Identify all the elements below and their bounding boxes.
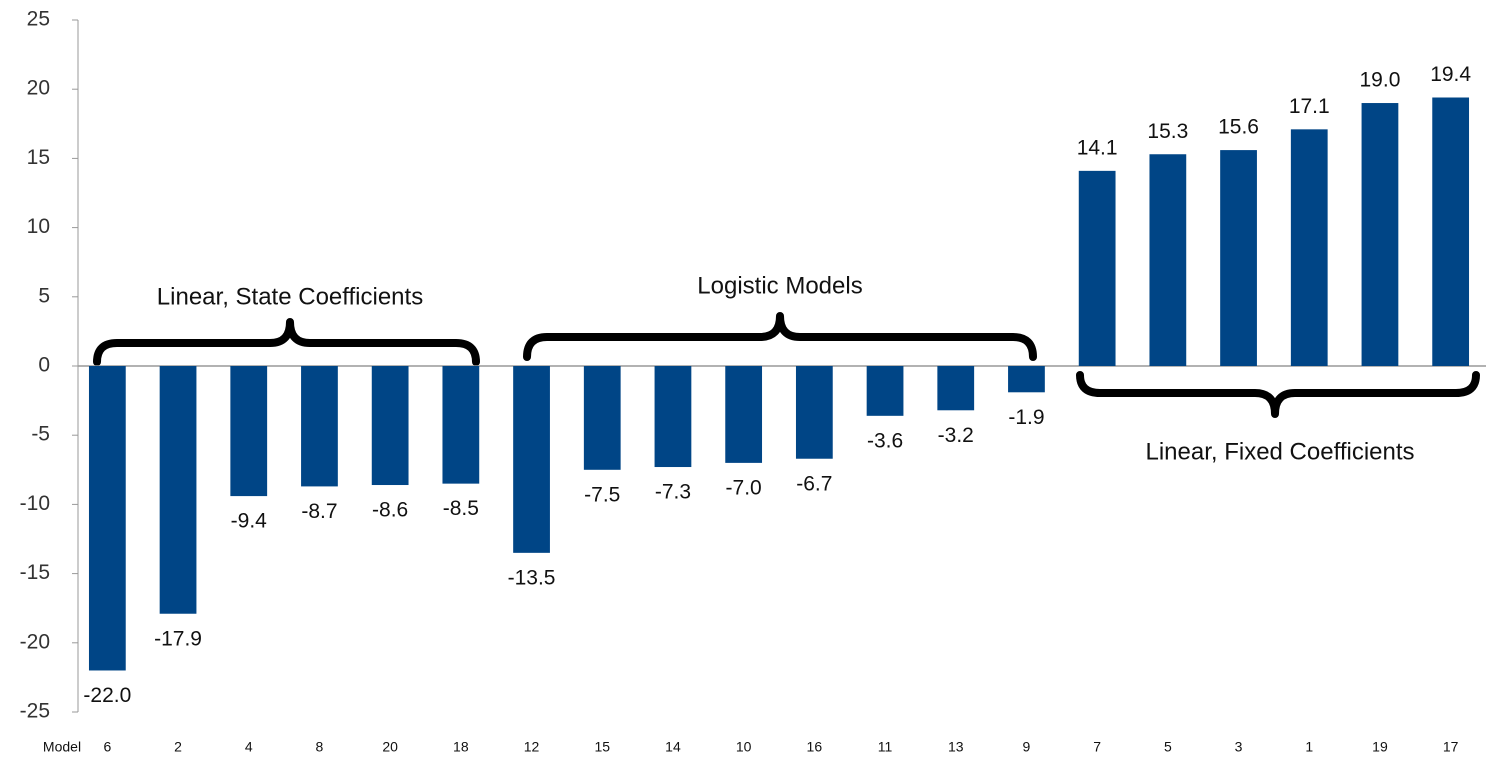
value-label: 19.0 (1360, 69, 1401, 92)
x-tick-label: 19 (1372, 739, 1388, 755)
x-tick-label: 17 (1443, 739, 1459, 755)
x-tick-label: 5 (1164, 739, 1172, 755)
x-axis-label: Model (43, 739, 81, 755)
value-label: -8.5 (443, 497, 479, 520)
bar (795, 366, 833, 459)
annotation: Logistic Models (697, 272, 862, 299)
bar (230, 366, 268, 497)
x-tick-label: 8 (316, 739, 324, 755)
bar (1290, 129, 1328, 366)
bar (513, 366, 550, 553)
bar (937, 366, 975, 411)
y-tick-label: -10 (20, 492, 50, 515)
x-tick-label: 15 (594, 739, 610, 755)
x-tick-label: 11 (878, 739, 893, 755)
value-label: 14.1 (1077, 136, 1118, 159)
value-label: -3.6 (867, 429, 903, 452)
value-label: 15.6 (1218, 116, 1259, 139)
brace (523, 312, 1037, 361)
bar (1432, 97, 1470, 366)
value-label: -8.6 (372, 499, 408, 522)
value-label: -7.3 (655, 481, 691, 504)
bar (371, 366, 409, 486)
y-tick-label: 5 (38, 284, 50, 307)
x-tick-label: 13 (948, 739, 964, 755)
bar (654, 366, 692, 468)
x-tick-label: 1 (1305, 739, 1313, 755)
x-tick-label: 4 (245, 739, 253, 755)
bar (442, 366, 480, 484)
bar (1220, 150, 1257, 366)
bar (583, 366, 621, 470)
y-tick-label: 20 (27, 77, 50, 100)
value-label: -6.7 (796, 472, 832, 495)
bar (301, 366, 338, 487)
x-tick-label: 10 (736, 739, 752, 755)
y-tick-label: 25 (27, 8, 50, 31)
value-label: -1.9 (1008, 406, 1044, 429)
value-label: -17.9 (154, 627, 202, 650)
bar (1078, 170, 1116, 366)
value-label: -7.0 (726, 476, 762, 499)
bar (1008, 366, 1045, 393)
y-tick-label: 0 (38, 354, 50, 377)
y-tick-label: -25 (20, 700, 50, 723)
x-tick-label: 6 (103, 739, 111, 755)
value-label: -8.7 (301, 500, 337, 523)
annotation: Linear, State Coefficients (157, 283, 423, 310)
x-tick-label: 3 (1235, 739, 1243, 755)
x-tick-label: 20 (382, 739, 398, 755)
y-tick-label: -5 (31, 423, 50, 446)
brace (93, 318, 480, 366)
x-tick-label: 18 (453, 739, 469, 755)
x-tick-label: 9 (1023, 739, 1031, 755)
value-label: -3.2 (938, 424, 974, 447)
x-tick-label: 2 (174, 739, 182, 755)
x-tick-label: 12 (524, 739, 540, 755)
value-label: 17.1 (1289, 95, 1330, 118)
value-label: 19.4 (1430, 63, 1471, 86)
x-tick-label: 7 (1093, 739, 1101, 755)
bar (725, 366, 763, 463)
value-label: -22.0 (83, 684, 131, 707)
bar (1149, 154, 1187, 366)
y-tick-label: 10 (27, 215, 50, 238)
value-label: 15.3 (1147, 120, 1188, 143)
x-tick-label: 16 (807, 739, 823, 755)
y-tick-label: -15 (20, 561, 50, 584)
y-tick-label: 15 (27, 146, 50, 169)
bar (159, 366, 197, 614)
bar (88, 366, 126, 671)
y-tick-label: -20 (20, 630, 50, 653)
brace (1076, 371, 1480, 418)
bar (1361, 103, 1399, 366)
value-label: -7.5 (584, 483, 620, 506)
bar (866, 366, 904, 416)
x-tick-label: 14 (665, 739, 681, 755)
value-label: -9.4 (231, 510, 268, 533)
value-label: -13.5 (508, 566, 556, 589)
annotation: Linear, Fixed Coefficients (1145, 438, 1414, 465)
